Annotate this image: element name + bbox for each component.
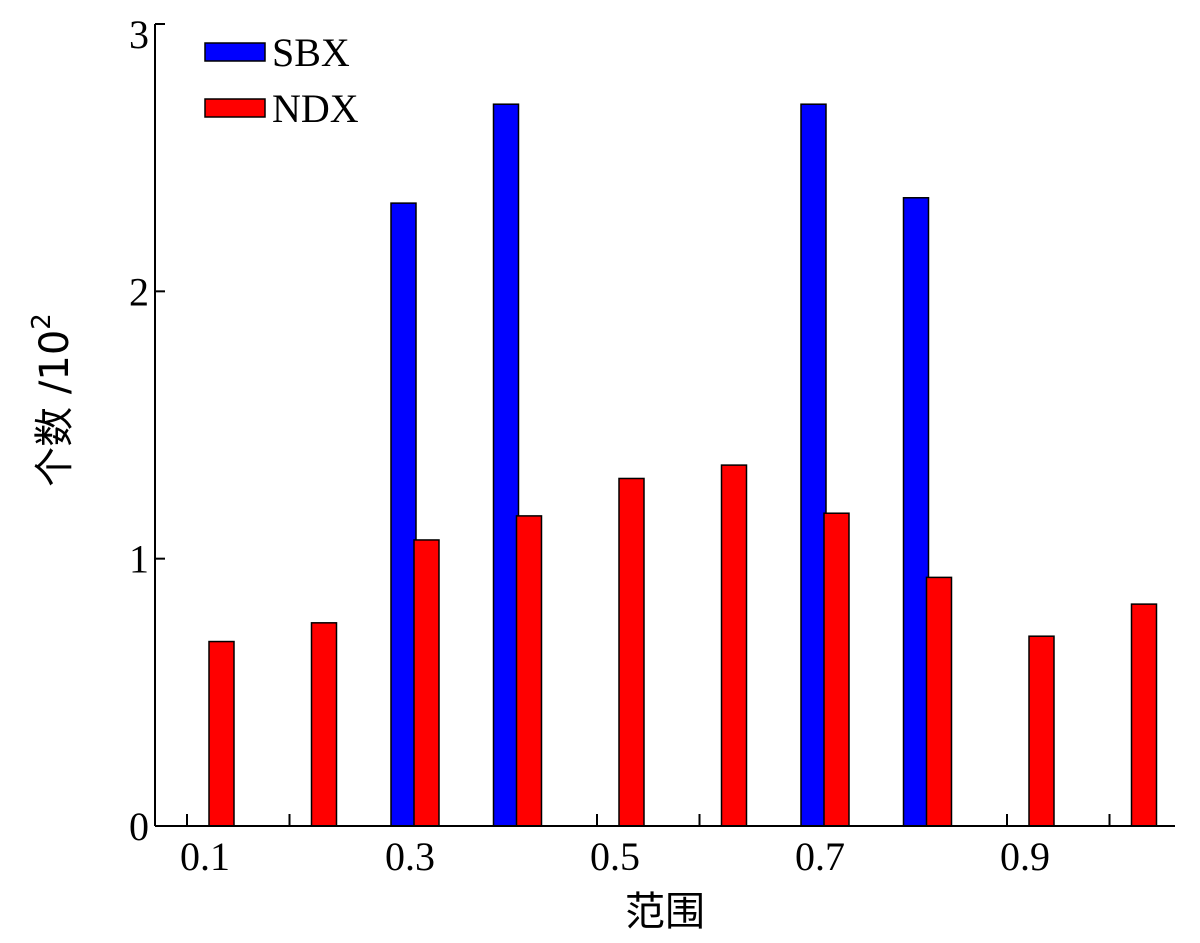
bar-ndx-9 [1130,603,1158,827]
x-tick-label: 0.9 [1000,834,1050,879]
bar-ndx-0 [208,640,235,827]
bar-sbx-2 [390,202,417,827]
svg-text:个数 /102: 个数 /102 [27,313,78,487]
bar-ndx-7 [925,576,953,827]
bar-sbx-9 [1108,814,1111,826]
y-tick-label: 1 [129,537,149,582]
bar-ndx-8 [1028,635,1055,827]
legend-swatch-sbx [204,42,266,62]
bar-ndx-4 [618,477,645,827]
bar-ndx-5 [720,464,748,827]
bar-ndx-3 [515,515,543,827]
y-tick-label: 0 [129,804,149,849]
x-tick-label: 0.7 [795,834,845,879]
x-tick-label: 0.1 [180,834,230,879]
bar-ndx-1 [310,622,338,827]
legend-label-sbx: SBX [272,30,350,75]
bar-sbx-6 [800,103,827,827]
bar-sbx-4 [596,814,598,826]
bar-sbx-7 [902,197,930,827]
y-ticks: 0 1 2 3 [129,12,165,849]
bar-sbx-5 [698,814,701,826]
bar-sbx-3 [492,103,520,827]
y-axis-title-text: 个数 /10 [32,330,78,487]
y-tick-label: 2 [129,269,149,314]
bar-sbx-1 [288,814,291,826]
y-tick-label: 3 [129,12,149,57]
y-axis-title-superscript: 2 [27,313,57,330]
legend-label-ndx: NDX [272,86,359,131]
axes-layer [154,24,1175,827]
bars-layer [186,103,1158,827]
x-tick-label: 0.5 [590,834,640,879]
legend: SBX NDX [204,30,359,131]
x-axis-title: 范围 [625,889,705,935]
legend-swatch-ndx [204,98,266,118]
bar-sbx-0 [186,814,188,826]
x-ticks: 0.1 0.3 0.5 0.7 0.9 [180,834,1050,879]
bar-sbx-8 [1006,814,1008,826]
bar-ndx-6 [823,512,850,827]
y-axis-title: 个数 /102 [27,313,78,487]
x-tick-label: 0.3 [385,834,435,879]
bar-ndx-2 [413,539,440,827]
